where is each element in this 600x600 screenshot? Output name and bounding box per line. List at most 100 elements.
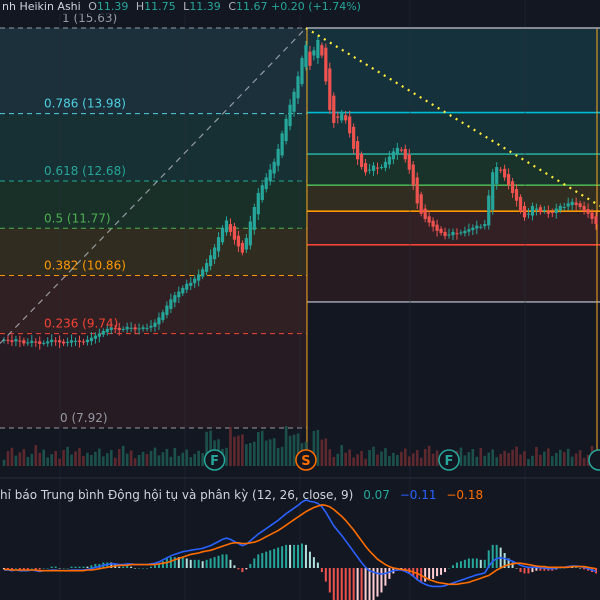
- volume-bar: [121, 445, 125, 466]
- candle-body: [324, 47, 328, 82]
- candle-body: [459, 232, 463, 234]
- candle-body: [288, 104, 292, 127]
- volume-bar: [161, 452, 165, 466]
- candle-body: [197, 274, 201, 281]
- candle-body: [427, 216, 431, 223]
- candle-body: [526, 213, 531, 215]
- volume-marker-badge: [588, 449, 600, 471]
- macd-histogram-bar: [467, 558, 470, 568]
- candle-body: [236, 235, 241, 247]
- macd-histogram-bar: [233, 565, 236, 568]
- macd-histogram-bar: [94, 563, 97, 568]
- candle-body: [491, 172, 495, 210]
- candle-body: [18, 340, 22, 342]
- macd-histogram-bar: [82, 566, 85, 568]
- volume-bar: [423, 449, 427, 466]
- candle-body: [507, 174, 511, 186]
- candle-body: [463, 230, 467, 234]
- volume-bar: [483, 455, 487, 466]
- volume-bar: [237, 435, 240, 466]
- candle-body: [292, 91, 296, 112]
- macd-histogram-bar: [142, 568, 145, 569]
- candle-body: [407, 154, 411, 170]
- volume-bar: [2, 459, 6, 466]
- macd-histogram-bar: [161, 561, 164, 568]
- macd-histogram-bar: [177, 557, 180, 568]
- volume-bar: [205, 431, 208, 466]
- volume-bar: [352, 457, 355, 466]
- volume-bar: [229, 427, 232, 466]
- volume-bar: [46, 457, 49, 466]
- candle-body: [336, 116, 340, 118]
- volume-bar: [400, 451, 403, 466]
- candle-body: [228, 224, 233, 232]
- macd-histogram-bar: [153, 565, 156, 568]
- volume-bar: [475, 456, 479, 466]
- candle-body: [220, 227, 225, 243]
- fib-right-bands: [306, 27, 600, 468]
- macd-histogram-bar: [26, 568, 29, 570]
- candle-body: [216, 237, 221, 252]
- candle-body: [97, 333, 101, 337]
- macd-histogram-bar: [444, 568, 447, 573]
- volume-bar: [491, 449, 495, 466]
- volume-bar: [38, 452, 42, 466]
- candle-body: [312, 50, 316, 56]
- candle-body: [439, 228, 443, 233]
- macd-histogram-bar: [42, 568, 45, 569]
- fib-level-label: 0.786 (13.98): [44, 97, 126, 111]
- volume-bar: [396, 455, 399, 466]
- candle-body: [467, 229, 471, 232]
- volume-bar: [574, 453, 578, 466]
- macd-histogram-bar: [38, 568, 41, 570]
- macd-histogram-bar: [503, 553, 506, 568]
- candle-body: [268, 169, 272, 182]
- macd-histogram-bar: [308, 551, 311, 568]
- volume-bar: [551, 456, 554, 466]
- candle-body: [61, 341, 66, 344]
- candle-body: [284, 118, 288, 142]
- volume-bar: [411, 453, 415, 466]
- volume-bar: [340, 445, 344, 466]
- volume-bar: [177, 455, 181, 466]
- volume-bar: [407, 456, 411, 466]
- macd-histogram-bar: [189, 559, 192, 568]
- macd-histogram-bar: [360, 568, 363, 600]
- macd-histogram-bar: [138, 568, 141, 569]
- high-value: 11.75: [144, 0, 176, 13]
- candle-body: [145, 327, 149, 329]
- macd-histogram-bar: [297, 544, 300, 568]
- candle-body: [232, 226, 237, 240]
- macd-histogram-bar: [225, 554, 228, 568]
- candle-body: [252, 206, 256, 230]
- volume-bar: [566, 448, 570, 466]
- macd-histogram-bar: [86, 566, 89, 568]
- candle-body: [6, 339, 10, 341]
- macd-histogram-bar: [54, 566, 57, 568]
- candle-body: [423, 208, 427, 219]
- macd-histogram-bar: [563, 568, 566, 569]
- candle-body: [344, 115, 348, 121]
- volume-bar: [527, 459, 530, 466]
- volume-bar: [531, 455, 534, 466]
- fib-left-band: [0, 113, 307, 182]
- volume-bar: [173, 448, 177, 466]
- volume-bar: [113, 457, 117, 466]
- candle-body: [419, 194, 423, 214]
- volume-bar: [137, 455, 141, 466]
- dotted-trendline: [305, 27, 600, 207]
- macd-histogram-bar: [277, 547, 280, 568]
- candle-body: [65, 341, 70, 343]
- volume-bar: [368, 450, 371, 466]
- candle-body: [89, 337, 93, 342]
- volume-bar: [141, 451, 145, 466]
- candle-body: [455, 233, 459, 235]
- volume-bar: [197, 450, 200, 466]
- candle-body: [109, 327, 113, 330]
- candle-body: [340, 112, 344, 121]
- fib-level-label: 0.5 (11.77): [44, 211, 111, 225]
- volume-bar: [86, 452, 89, 466]
- candle-body: [201, 269, 205, 277]
- candle-body: [34, 341, 38, 343]
